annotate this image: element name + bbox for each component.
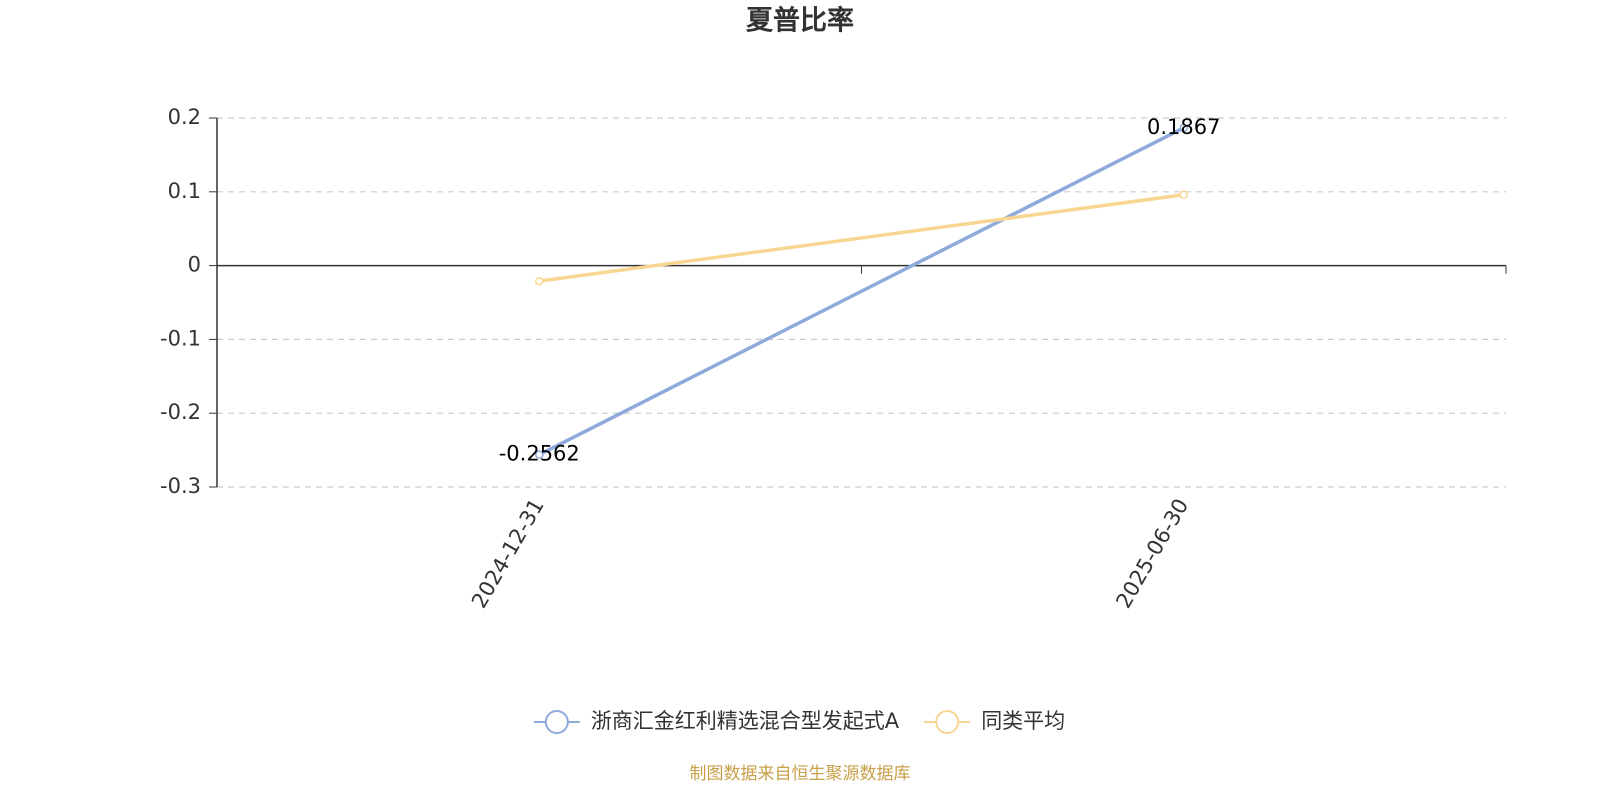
source-note: 制图数据来自恒生聚源数据库 xyxy=(690,764,911,784)
series-line xyxy=(538,126,1185,457)
legend-label: 浙商汇金红利精选混合型发起式A xyxy=(591,709,900,733)
legend-marker xyxy=(544,710,569,734)
data-label: -0.2562 xyxy=(499,442,580,466)
point xyxy=(535,450,544,459)
legend-marker xyxy=(935,710,960,734)
y-tick-label: -0.1 xyxy=(160,326,201,350)
y-tick-label: 0 xyxy=(188,253,201,277)
data-label: 0.1867 xyxy=(1147,115,1220,139)
x-tick-label: 2024-12-31 xyxy=(467,495,549,613)
y-tick-label: 0.1 xyxy=(168,179,201,203)
x-tick-label: 2025-06-30 xyxy=(1111,495,1193,613)
y-tick-label: -0.3 xyxy=(160,474,201,498)
legend-label: 同类平均 xyxy=(981,709,1065,733)
series-line xyxy=(539,193,1184,283)
chart-title: 夏普比率 xyxy=(746,5,854,37)
point xyxy=(535,276,544,286)
point xyxy=(1179,123,1188,133)
point xyxy=(1179,190,1188,200)
y-tick-label: -0.2 xyxy=(160,400,201,424)
y-tick-label: 0.2 xyxy=(168,105,201,129)
